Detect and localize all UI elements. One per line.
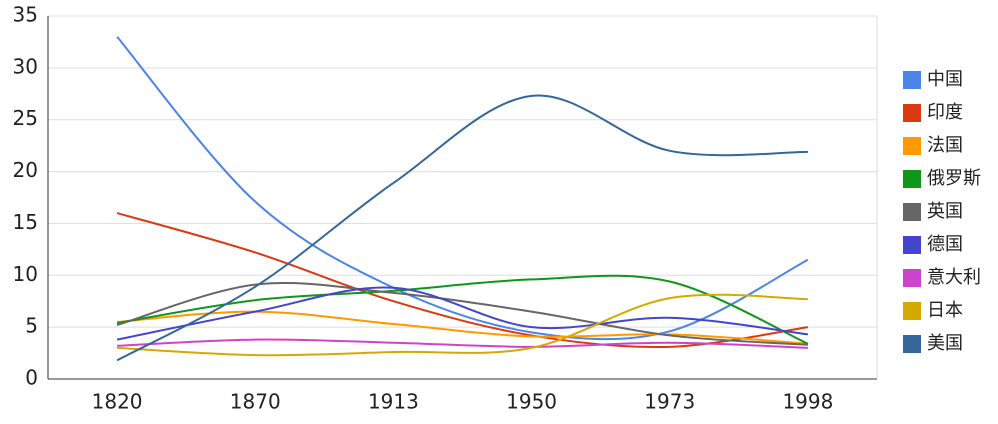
y-tick-label: 20 — [13, 158, 38, 182]
line — [116, 36, 809, 341]
y-tick-label: 0 — [25, 366, 38, 390]
x-tick-label: 1950 — [506, 390, 557, 414]
legend-label: 德国 — [927, 234, 963, 255]
y-tick-label: 25 — [13, 106, 38, 130]
legend-swatch — [903, 104, 921, 122]
legend-label: 法国 — [927, 135, 963, 156]
legend-swatch — [903, 302, 921, 320]
legend-label: 俄罗斯 — [927, 168, 981, 189]
x-tick-label: 1820 — [92, 390, 143, 414]
legend-swatch — [903, 269, 921, 287]
legend-swatch — [903, 203, 921, 221]
x-tick-label: 1998 — [782, 390, 833, 414]
legend-label: 印度 — [927, 102, 963, 123]
line — [116, 274, 809, 345]
line — [116, 282, 808, 346]
legend-label: 英国 — [927, 201, 963, 222]
y-tick-label: 5 — [25, 314, 38, 338]
legend-label: 中国 — [927, 69, 963, 90]
legend-label: 日本 — [927, 300, 963, 321]
legend-swatch — [903, 335, 921, 353]
line — [117, 338, 808, 349]
x-tick-label: 1913 — [368, 390, 419, 414]
y-tick-label: 35 — [13, 3, 38, 27]
line — [117, 310, 808, 345]
x-tick-label: 1870 — [230, 390, 281, 414]
legend-label: 美国 — [927, 333, 963, 354]
legend-swatch — [903, 71, 921, 89]
legend-swatch — [903, 236, 921, 254]
line — [117, 293, 808, 357]
legend-label: 意大利 — [927, 267, 981, 288]
line — [116, 286, 809, 341]
y-tick-label: 30 — [13, 54, 38, 78]
legend-swatch — [903, 170, 921, 188]
x-tick-label: 1973 — [644, 390, 695, 414]
legend-swatch — [903, 137, 921, 155]
line — [116, 212, 809, 349]
y-tick-label: 15 — [13, 210, 38, 234]
y-tick-label: 10 — [13, 262, 38, 286]
line — [116, 94, 808, 362]
